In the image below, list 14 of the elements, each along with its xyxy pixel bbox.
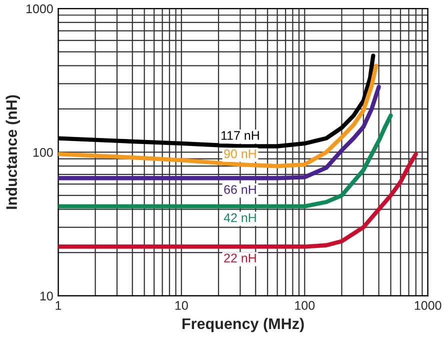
y-tick-label: 10 — [40, 292, 53, 300]
series-label: 90 nH — [224, 149, 256, 158]
series-label: 66 nH — [224, 185, 256, 194]
x-tick-label: 100 — [295, 301, 315, 310]
y-tick-label: 1000 — [26, 4, 53, 14]
x-tick-label: 1000 — [414, 301, 442, 310]
x-tick-label: 10 — [175, 301, 188, 310]
series-label: 42 nH — [224, 213, 256, 222]
y-tick-label: 100 — [33, 148, 53, 157]
x-axis-title: Frequency (MHz) — [182, 318, 304, 332]
series-label: 117 nH — [221, 131, 259, 140]
y-axis-title: Inductance (nH) — [6, 95, 20, 209]
series-label: 22 nH — [224, 254, 256, 262]
x-tick-label: 1 — [56, 301, 62, 310]
